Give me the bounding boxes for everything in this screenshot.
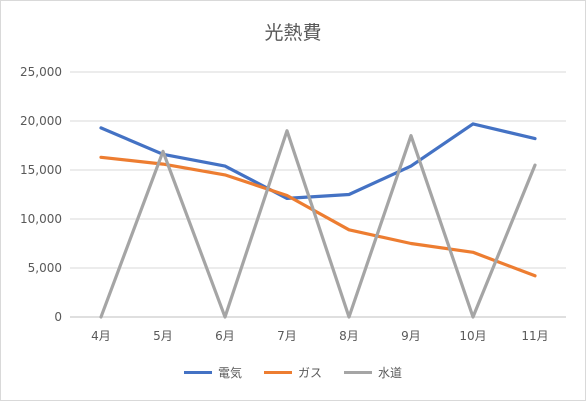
x-axis: 4月 5月 6月 7月 8月 9月 10月 11月	[91, 329, 548, 343]
y-tick-label: 5,000	[28, 261, 62, 275]
legend-swatch	[183, 371, 212, 374]
series-lines	[99, 122, 537, 319]
x-tick-label: 6月	[215, 329, 235, 343]
chart-title: 光熱費	[264, 22, 322, 44]
legend-label: 水道	[378, 366, 403, 380]
y-tick-label: 10,000	[20, 212, 62, 226]
x-tick-label: 7月	[277, 329, 297, 343]
series-line-2	[99, 155, 537, 278]
x-tick-label: 10月	[459, 329, 486, 343]
legend-swatch	[263, 371, 292, 374]
legend-swatch	[344, 371, 372, 374]
y-tick-label: 15,000	[20, 163, 62, 177]
x-tick-label: 11月	[521, 329, 548, 343]
y-tick-label: 25,000	[20, 65, 62, 79]
legend-item: ガス	[263, 364, 322, 381]
y-axis: 0 5,000 10,000 15,000 20,000 25,000	[20, 65, 62, 324]
gridlines	[70, 71, 566, 318]
x-tick-label: 9月	[401, 329, 421, 343]
series-line-1	[99, 122, 537, 200]
legend: 電気 ガス 水道	[0, 364, 586, 381]
x-tick-label: 4月	[91, 329, 111, 343]
series-line-3	[99, 129, 537, 319]
x-tick-label: 5月	[153, 329, 173, 343]
x-tick-label: 8月	[339, 329, 359, 343]
legend-label: ガス	[297, 366, 322, 380]
y-tick-label: 20,000	[20, 114, 62, 128]
legend-item: 電気	[183, 364, 242, 381]
y-tick-label: 0	[54, 310, 62, 324]
legend-label: 電気	[217, 366, 242, 380]
legend-item: 水道	[344, 364, 402, 381]
